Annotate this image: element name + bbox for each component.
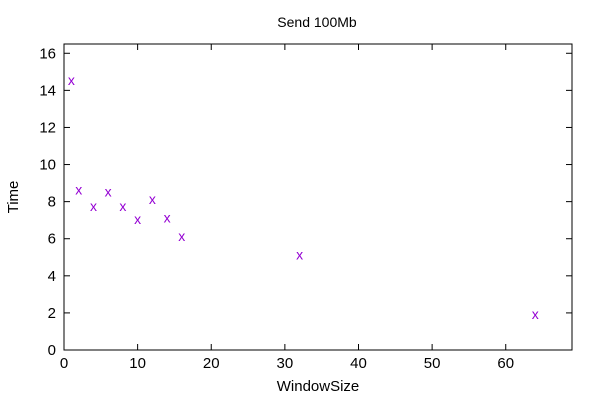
data-point: x [296,246,303,262]
x-tick-label: 60 [497,355,514,372]
x-tick-label: 30 [277,355,294,372]
data-point: x [178,228,185,244]
x-tick-label: 0 [60,355,68,372]
x-tick-label: 20 [203,355,220,372]
x-tick-label: 10 [129,355,146,372]
y-tick-label: 12 [39,119,56,136]
y-tick-label: 16 [39,45,56,62]
y-tick-label: 14 [39,82,56,99]
data-point: x [532,306,539,322]
y-tick-label: 4 [48,268,56,285]
data-point: x [75,182,82,198]
x-tick-label: 50 [424,355,441,372]
y-axis-label: Time [5,181,22,214]
y-tick-label: 10 [39,157,56,174]
y-tick-label: 8 [48,194,56,211]
data-point: x [119,198,126,214]
chart-title: Send 100Mb [277,14,357,30]
data-point: x [105,183,112,199]
plot-frame [63,43,573,351]
data-point: x [149,191,156,207]
axis-ticks: 0 10 20 30 40 50 60 0 2 4 6 8 10 12 14 16 [39,44,572,372]
y-tick-label: 2 [48,305,56,322]
data-point: x [164,209,171,225]
data-point: x [68,72,75,88]
data-point: x [90,198,97,214]
y-tick-label: 6 [48,231,56,248]
y-tick-label: 0 [48,342,56,359]
x-tick-label: 40 [350,355,367,372]
data-point: x [134,211,141,227]
x-axis-label: WindowSize [277,378,360,395]
